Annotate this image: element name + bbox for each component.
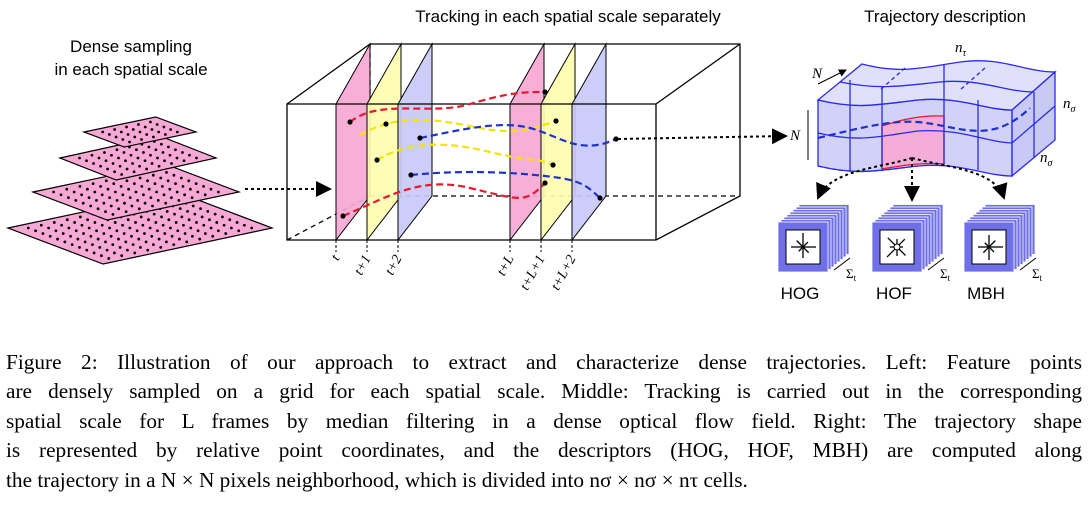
trajectory-points xyxy=(340,89,619,219)
frame-label: t+1 xyxy=(352,253,375,278)
image-pyramid xyxy=(5,116,275,265)
frame-t-plus-L-plus-2 xyxy=(571,42,607,242)
sum-t-label: Σt xyxy=(1032,266,1043,283)
descriptor-stacks: Σt HOG Σt HOF Σt MBH xyxy=(777,204,1043,303)
pyramid-level xyxy=(81,116,199,148)
descriptor-arrows xyxy=(816,157,1008,202)
frame-label: t+L xyxy=(494,253,517,279)
caption-line: is represented by relative point coordin… xyxy=(6,438,1082,463)
blue-trajectory-bottom xyxy=(410,170,601,199)
descriptor-label: MBH xyxy=(967,284,1005,303)
frame-label: t+L+2 xyxy=(549,253,580,293)
sum-t-label: Σt xyxy=(846,266,857,283)
figure-caption: Figure 2: Illustration of our approach t… xyxy=(6,348,1082,495)
caption-line: spatial scale for L frames by median fil… xyxy=(6,408,1082,433)
trajectory-tube xyxy=(816,60,1057,178)
descriptor-hof: Σt HOF xyxy=(871,204,951,303)
trajectory-description-panel: Trajectory description xyxy=(777,7,1077,303)
trajectory-description-title: Trajectory description xyxy=(864,7,1026,26)
video-volume-front xyxy=(286,43,741,241)
pyramid-level xyxy=(57,135,219,181)
frame-label: t+L+1 xyxy=(518,253,549,293)
descriptor-label: HOG xyxy=(781,284,820,303)
n-top-dimension xyxy=(817,69,847,85)
n-label-left: N xyxy=(789,128,801,144)
frame-label: t xyxy=(328,252,344,263)
dense-sampling-panel: Dense sampling in each spatial scale xyxy=(5,37,275,265)
tracked-trajectories xyxy=(342,90,617,218)
red-trajectory-top xyxy=(349,90,546,123)
frame-labels: t t+1 t+2 t+L t+L+1 t+L+2 xyxy=(328,240,580,293)
caption-line: the trajectory in a N × N pixels neighbo… xyxy=(6,467,748,492)
n-sigma-label-bottom: nσ xyxy=(1040,150,1054,169)
frame-label: t+2 xyxy=(383,253,406,278)
caption-line: Figure 2: Illustration of our approach t… xyxy=(6,350,1082,374)
frame-t-plus-2 xyxy=(397,42,433,242)
tracking-panel: Tracking in each spatial scale separatel… xyxy=(286,7,788,293)
red-trajectory-bottom xyxy=(342,182,546,218)
frame-t-plus-L xyxy=(509,42,545,242)
descriptor-label: HOF xyxy=(876,284,912,303)
yellow-trajectory-bottom xyxy=(376,143,554,166)
descriptor-mbh: Σt MBH xyxy=(963,204,1043,303)
tracking-title: Tracking in each spatial scale separatel… xyxy=(415,7,721,26)
dense-sampling-title-line2: in each spatial scale xyxy=(54,60,207,79)
yellow-trajectory-top xyxy=(359,118,557,136)
descriptor-hog: Σt HOG xyxy=(777,204,857,303)
n-sigma-label-right: nσ xyxy=(1063,96,1077,115)
dense-sampling-title-line1: Dense sampling xyxy=(70,37,192,56)
blue-trajectory-top xyxy=(419,123,617,147)
dense-trajectories-figure: Dense sampling in each spatial scale Tra… xyxy=(5,7,1077,303)
n-label-top: N xyxy=(811,66,823,82)
tube-highlight-cell xyxy=(881,115,945,170)
frame-t-plus-1 xyxy=(366,42,402,242)
tube-trajectory xyxy=(817,107,1031,140)
volume-to-descriptor-arrow xyxy=(617,128,788,145)
caption-line: are densely sampled on a grid for each s… xyxy=(6,379,1082,404)
n-tau-label: nτ xyxy=(955,40,967,59)
sum-t-label: Σt xyxy=(940,266,951,283)
frame-t-plus-L-plus-1 xyxy=(540,42,576,242)
